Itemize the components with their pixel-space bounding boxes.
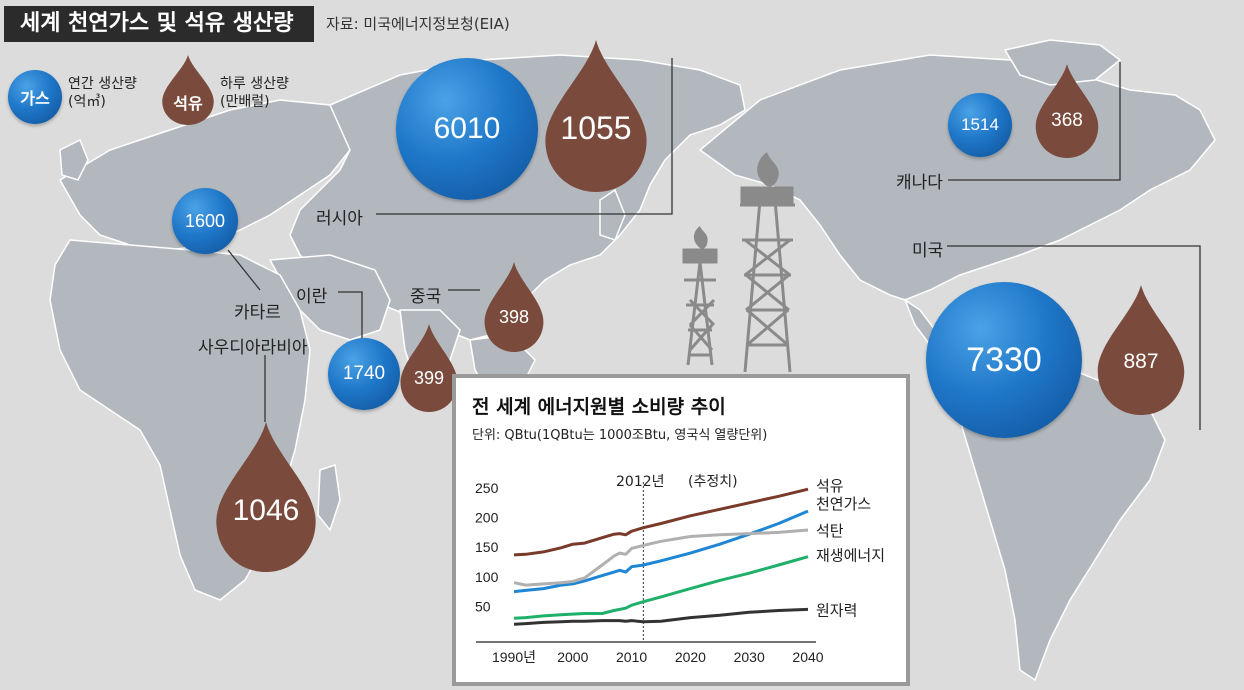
drop-china-oil: 398: [482, 262, 546, 352]
landmass-japan: [599, 188, 626, 241]
y-tick-label: 250: [475, 480, 499, 496]
series-label: 재생에너지: [816, 547, 885, 565]
label-qatar: 카타르: [234, 303, 281, 323]
x-tick-label: 2000: [557, 649, 588, 665]
chart-title: 전 세계 에너지원별 소비량 추이: [472, 396, 726, 418]
leader-line-qatar: [227, 249, 261, 291]
landmass-madagascar: [317, 464, 341, 532]
series-line: [513, 555, 809, 620]
leader-line-russia: [376, 58, 673, 215]
drop-iran-oil: 399: [398, 324, 460, 412]
drop-usa-oil: 887: [1094, 285, 1188, 415]
drop-saudi-oil: 1046: [212, 422, 320, 572]
legend-oil-symbol: 석유: [160, 55, 216, 125]
chart-unit-note: 단위: QBtu(1QBtu는 1000조Btu, 영국식 열량단위): [472, 428, 768, 443]
x-tick-label: 2040: [792, 649, 823, 665]
y-tick-label: 200: [475, 510, 499, 526]
bubble-canada-gas: 1514: [948, 93, 1012, 157]
label-russia: 러시아: [316, 209, 363, 229]
legend-gas-desc: 연간 생산량 (억㎥): [68, 76, 137, 110]
x-tick-label: 1990년: [492, 649, 536, 665]
series-line: [513, 607, 809, 626]
energy-chart-panel: 전 세계 에너지원별 소비량 추이 단위: QBtu(1QBtu는 1000조B…: [452, 374, 910, 686]
label-iran: 이란: [296, 287, 328, 307]
drop-canada-oil: 368: [1033, 64, 1101, 158]
label-china: 중국: [410, 287, 442, 307]
projection-year-label: 2012년: [616, 474, 665, 490]
drop-russia-oil: 1055: [541, 40, 651, 192]
bubble-usa-gas: 7330: [926, 282, 1082, 438]
source-note: 자료: 미국에너지정보청(EIA): [326, 15, 510, 33]
bubble-qatar-gas: 1600: [172, 188, 238, 254]
landmass-europe: [58, 99, 361, 251]
leader-line-canada: [948, 62, 1121, 181]
landmass-greenland: [1003, 39, 1122, 86]
label-canada: 캐나다: [896, 173, 943, 193]
page-title: 세계 천연가스 및 석유 생산량: [4, 6, 314, 42]
leader-line-usa: [947, 245, 1201, 430]
y-tick-label: 50: [475, 598, 491, 614]
x-tick-label: 2010: [616, 649, 647, 665]
x-tick-label: 2020: [675, 649, 706, 665]
series-line: [513, 528, 809, 587]
projection-estimate-label: (추정치): [688, 474, 738, 490]
y-tick-label: 100: [475, 569, 499, 585]
series-label: 석탄: [816, 522, 844, 540]
leader-lines: [227, 58, 1201, 430]
legend-oil-desc: 하루 생산량 (만배럴): [220, 76, 289, 110]
leader-line-iran: [338, 291, 363, 340]
bubble-iran-gas: 1740: [328, 338, 400, 410]
series-label: 천연가스: [816, 495, 871, 513]
flame-icon: [693, 152, 779, 249]
series-line: [513, 509, 809, 594]
energy-line-chart: 50 100 150 200 250 1990년 2000 2010 2020 2030 2040 석…: [475, 474, 885, 665]
landmass-middle-east: [268, 254, 391, 341]
label-usa: 미국: [912, 241, 944, 261]
landmass-uk: [59, 138, 89, 181]
legend-gas-symbol: 가스: [8, 70, 62, 124]
x-tick-label: 2030: [734, 649, 765, 665]
bubble-russia-gas: 6010: [396, 58, 538, 200]
series-label: 원자력: [816, 601, 857, 619]
label-saudi: 사우디아라비아: [198, 338, 308, 358]
y-tick-label: 150: [475, 539, 499, 555]
oil-rig-icon: [682, 186, 795, 373]
series-line: [513, 487, 809, 557]
series-label: 석유: [816, 477, 844, 495]
